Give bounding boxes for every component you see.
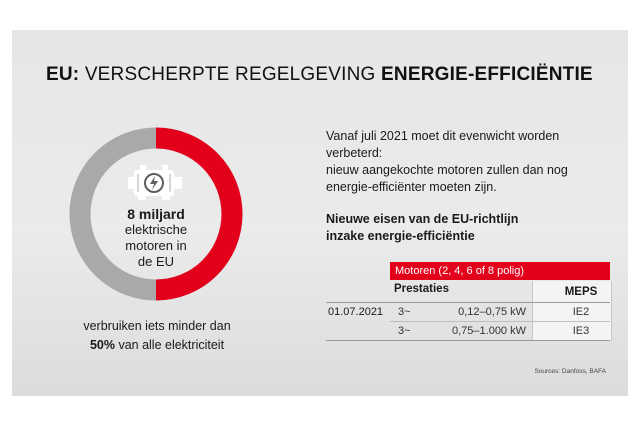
page-title: EU: VERSCHERPTE REGELGEVING ENERGIE-EFFI… [46, 64, 593, 86]
meps-column-background [532, 281, 612, 341]
motor-share-donut [66, 124, 246, 304]
donut-center-text: 8 miljard elektrische motoren in de EU [66, 206, 246, 270]
intro-paragraph: Vanaf juli 2021 moet dit evenwicht worde… [326, 128, 616, 196]
requirements-heading: Nieuwe eisen van de EU-richtlijn inzake … [326, 211, 616, 245]
title-bold-suffix: ENERGIE-EFFICIËNTIE [381, 64, 593, 85]
row-1-phase: 3~ [398, 306, 411, 318]
column-header-prestaties: Prestaties [394, 283, 449, 295]
donut-red-arc [155, 127, 243, 301]
intro-line-1: Vanaf juli 2021 moet dit evenwicht worde… [326, 129, 560, 143]
title-bold-prefix: EU: [46, 64, 80, 85]
table-rule-middle [390, 321, 610, 322]
table-rule-bottom [326, 340, 610, 341]
donut-value-label: 8 miljard [127, 206, 185, 222]
caption-line-2: 50% van alle elektriciteit [52, 336, 262, 355]
intro-line-4: energie-efficiënter moeten zijn. [326, 180, 497, 194]
row-1-date: 01.07.2021 [328, 306, 384, 318]
row-2-meps: IE3 [572, 325, 590, 337]
electric-motor-icon [126, 162, 186, 202]
row-1-range: 0,12–0,75 kW [458, 306, 526, 318]
title-regular: VERSCHERPTE REGELGEVING [84, 64, 376, 85]
column-header-meps: MEPS [564, 286, 598, 298]
caption-rest: van alle elektriciteit [114, 338, 225, 352]
caption-line-1: verbruiken iets minder dan [83, 319, 231, 333]
donut-line-2: motoren in [125, 238, 187, 253]
row-1-meps: IE2 [572, 306, 590, 318]
subhead-line-1: Nieuwe eisen van de EU-richtlijn [326, 212, 519, 226]
row-2-range: 0,75–1.000 kW [452, 325, 526, 337]
intro-line-2: verbeterd: [326, 146, 383, 160]
donut-svg [69, 127, 243, 301]
intro-line-3: nieuw aangekochte motoren zullen dan nog [326, 163, 568, 177]
donut-line-1: elektrische [124, 222, 188, 237]
sources-credit: Sources: Danfoss, BAFA [534, 368, 606, 375]
donut-caption: verbruiken iets minder dan 50% van alle … [52, 317, 262, 355]
subhead-line-2: inzake energie-efficiëntie [326, 229, 475, 243]
table-rule-top [326, 302, 610, 303]
caption-percent: 50% [89, 338, 115, 352]
infographic-panel [12, 30, 628, 396]
table-banner: Motoren (2, 4, 6 of 8 polig) [390, 262, 610, 280]
row-2-phase: 3~ [398, 325, 411, 337]
donut-line-3: de EU [137, 254, 175, 269]
